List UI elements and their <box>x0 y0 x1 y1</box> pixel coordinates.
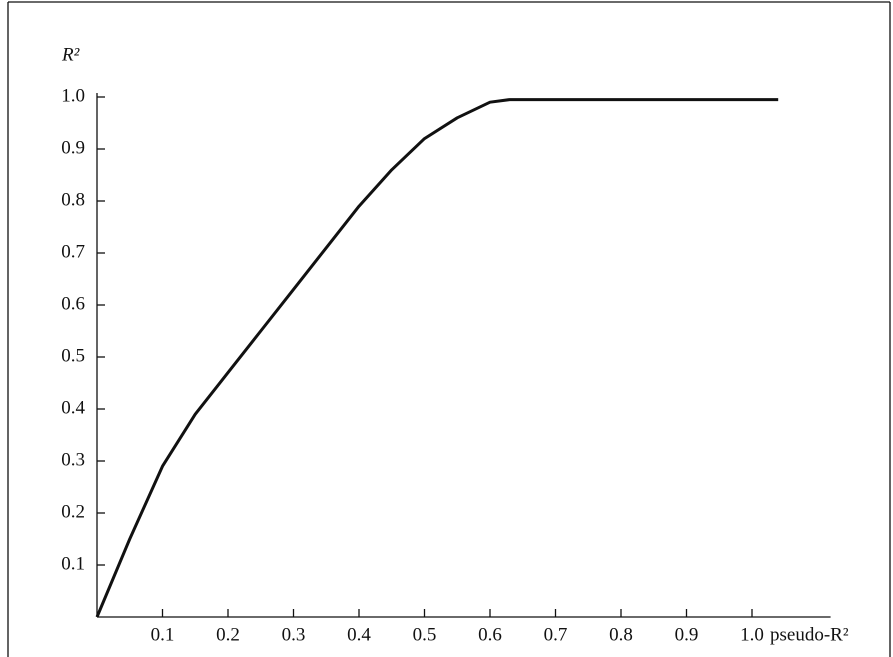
x-tick-label: 0.8 <box>609 624 633 645</box>
y-tick-label: 0.6 <box>61 293 85 314</box>
y-tick-label: 0.4 <box>61 397 85 418</box>
x-tick-label: 0.3 <box>282 624 306 645</box>
y-tick-label: 0.7 <box>61 241 85 262</box>
y-tick-label: 0.8 <box>61 189 85 210</box>
x-tick-label: 0.9 <box>675 624 699 645</box>
curve <box>95 98 779 618</box>
y-tick-label: 0.9 <box>61 137 85 158</box>
y-axis-label: R² <box>61 44 80 65</box>
x-tick-label: 0.4 <box>347 624 371 645</box>
x-tick-label: 0.2 <box>216 624 240 645</box>
x-tick-label: 0.7 <box>544 624 568 645</box>
y-tick-label: 0.2 <box>61 501 85 522</box>
y-tick-label: 1.0 <box>61 85 85 106</box>
x-tick-label: 0.6 <box>478 624 502 645</box>
y-tick-label: 0.3 <box>61 449 85 470</box>
x-tick-label: 0.1 <box>151 624 175 645</box>
y-tick-label: 0.1 <box>61 553 85 574</box>
x-tick-label: 0.5 <box>413 624 437 645</box>
y-tick-label: 0.5 <box>61 345 85 366</box>
x-axis-label: pseudo-R² <box>770 624 849 645</box>
x-tick-label: 1.0 <box>740 624 764 645</box>
